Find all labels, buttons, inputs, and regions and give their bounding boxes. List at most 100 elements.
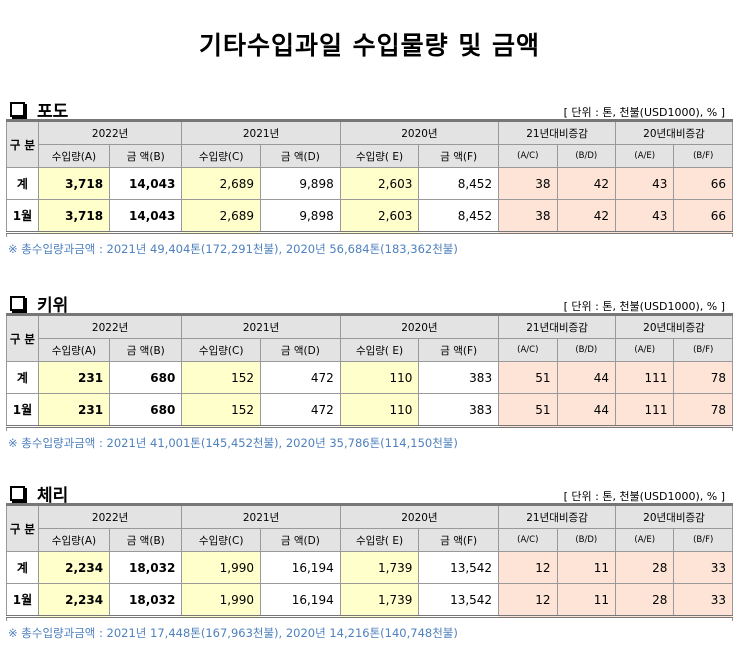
ratio-ae-cell: 111	[614, 361, 675, 394]
amount-2021-cell: 472	[260, 393, 341, 427]
col-header-cmp21: 21년대비증감	[498, 504, 616, 529]
col-header-cmp21: 21년대비증감	[498, 314, 616, 339]
page-title: 기타수입과일 수입물량 및 금액	[198, 31, 541, 60]
header-row-sub: 수입량(A) 금 액(B) 수입량(C) 금 액(D) 수입량( E) 금 액(F) (A/…	[7, 338, 733, 362]
qty-2020-cell: 2,603	[339, 199, 420, 233]
ratio-bd-cell: 44	[556, 393, 617, 427]
unit-label: [ 단위 : 톤, 천불(USD1000), % ]	[563, 106, 725, 119]
fruit-section: 체리 [ 단위 : 톤, 천불(USD1000), % ] 구 분 2022년 2021…	[6, 481, 733, 641]
col-header-qty-c: 수입량(C)	[181, 144, 261, 168]
col-header-cmp20: 20년대비증감	[615, 504, 733, 529]
section-title: 체리	[37, 486, 69, 506]
section-header: 키위 [ 단위 : 톤, 천불(USD1000), % ]	[6, 291, 733, 316]
qty-2021-cell: 1,990	[181, 583, 261, 617]
col-header-2022: 2022년	[37, 120, 183, 145]
ratio-bd-cell: 11	[556, 551, 617, 584]
table-row: 계 231 680 152 472 110 383 51 44 111 78	[6, 361, 733, 394]
col-header-2020: 2020년	[339, 504, 500, 529]
amount-2021-cell: 9,898	[260, 167, 341, 200]
col-header-amt-f: 금 액(F)	[418, 528, 500, 552]
ratio-ac-cell: 51	[498, 361, 558, 394]
ratio-bf-cell: 78	[673, 361, 733, 394]
col-header-2020: 2020년	[339, 314, 500, 339]
unit-label: [ 단위 : 톤, 천불(USD1000), % ]	[563, 300, 725, 313]
col-header-amt-d: 금 액(D)	[260, 144, 341, 168]
col-header-qty-a: 수입량(A)	[37, 144, 111, 168]
ratio-bd-cell: 44	[556, 361, 617, 394]
col-header-gubun: 구 분	[6, 314, 39, 362]
col-header-bf: (B/F)	[673, 528, 733, 552]
qty-2020-cell: 1,739	[339, 583, 420, 617]
qty-2022-cell: 2,234	[37, 583, 111, 617]
col-header-2021: 2021년	[181, 504, 341, 529]
col-header-amt-d: 금 액(D)	[260, 338, 341, 362]
col-header-ae: (A/E)	[614, 338, 675, 362]
table-bottom-border	[6, 615, 733, 621]
header-row-sub: 수입량(A) 금 액(B) 수입량(C) 금 액(D) 수입량( E) 금 액(F) (A/…	[7, 528, 733, 552]
col-header-ae: (A/E)	[614, 144, 675, 168]
ratio-ae-cell: 28	[614, 583, 675, 617]
ratio-ac-cell: 38	[498, 167, 558, 200]
ratio-ae-cell: 28	[614, 551, 675, 584]
import-table: 구 분 2022년 2021년 2020년 21년대비증감 20년대비증감 수입량(A) 금 …	[6, 503, 733, 621]
ratio-ac-cell: 38	[498, 199, 558, 233]
ratio-bf-cell: 78	[673, 393, 733, 427]
qty-2022-cell: 2,234	[37, 551, 111, 584]
ratio-bd-cell: 42	[556, 199, 617, 233]
ratio-ac-cell: 12	[498, 551, 558, 584]
table-bottom-border	[6, 231, 733, 237]
qty-2020-cell: 1,739	[339, 551, 420, 584]
qty-2022-cell: 231	[37, 361, 111, 394]
header-row-years: 구 분 2022년 2021년 2020년 21년대비증감 20년대비증감	[6, 504, 733, 552]
col-header-2021: 2021년	[181, 120, 341, 145]
col-header-qty-c: 수입량(C)	[181, 338, 261, 362]
ratio-bf-cell: 66	[673, 167, 733, 200]
amount-2021-cell: 16,194	[260, 551, 341, 584]
col-header-bd: (B/D)	[556, 338, 617, 362]
import-table: 구 분 2022년 2021년 2020년 21년대비증감 20년대비증감 수입량(A) 금 …	[6, 313, 733, 431]
qty-2021-cell: 2,689	[181, 199, 261, 233]
qty-2021-cell: 1,990	[181, 551, 261, 584]
col-header-amt-b: 금 액(B)	[109, 144, 183, 168]
qty-2020-cell: 110	[339, 361, 420, 394]
unit-label: [ 단위 : 톤, 천불(USD1000), % ]	[563, 490, 725, 503]
col-header-qty-e: 수입량( E)	[339, 338, 420, 362]
checkbox-bullet-icon	[10, 102, 25, 117]
ratio-bd-cell: 11	[556, 583, 617, 617]
table-row: 계 2,234 18,032 1,990 16,194 1,739 13,542 12 11 28…	[6, 551, 733, 584]
qty-2021-cell: 152	[181, 393, 261, 427]
row-label: 계	[6, 551, 39, 584]
row-label: 1월	[6, 199, 39, 233]
row-label: 1월	[6, 583, 39, 617]
col-header-amt-b: 금 액(B)	[109, 338, 183, 362]
qty-2021-cell: 2,689	[181, 167, 261, 200]
header-row-sub: 수입량(A) 금 액(B) 수입량(C) 금 액(D) 수입량( E) 금 액(F) (A/…	[7, 144, 733, 168]
row-label: 계	[6, 167, 39, 200]
col-header-2022: 2022년	[37, 314, 183, 339]
col-header-gubun: 구 분	[6, 504, 39, 552]
amount-2020-cell: 383	[418, 361, 500, 394]
amount-2022-cell: 680	[109, 393, 183, 427]
amount-2020-cell: 13,542	[418, 583, 500, 617]
row-label: 1월	[6, 393, 39, 427]
ratio-bf-cell: 66	[673, 199, 733, 233]
col-header-ac: (A/C)	[498, 144, 558, 168]
amount-2022-cell: 680	[109, 361, 183, 394]
total-note: ※ 총수입량과금액 : 2021년 41,001톤(145,452천불), 20…	[8, 436, 458, 450]
qty-2022-cell: 3,718	[37, 199, 111, 233]
qty-2020-cell: 110	[339, 393, 420, 427]
ratio-ae-cell: 43	[614, 199, 675, 233]
row-label: 계	[6, 361, 39, 394]
amount-2022-cell: 14,043	[109, 199, 183, 233]
qty-2020-cell: 2,603	[339, 167, 420, 200]
col-header-ac: (A/C)	[498, 338, 558, 362]
table-row: 계 3,718 14,043 2,689 9,898 2,603 8,452 38 42 43 66	[6, 167, 733, 200]
amount-2021-cell: 472	[260, 361, 341, 394]
col-header-amt-b: 금 액(B)	[109, 528, 183, 552]
import-table: 구 분 2022년 2021년 2020년 21년대비증감 20년대비증감 수입량(A) 금 …	[6, 119, 733, 237]
amount-2020-cell: 13,542	[418, 551, 500, 584]
checkbox-bullet-icon	[10, 486, 25, 501]
amount-2021-cell: 16,194	[260, 583, 341, 617]
section-header: 체리 [ 단위 : 톤, 천불(USD1000), % ]	[6, 481, 733, 506]
col-header-2021: 2021년	[181, 314, 341, 339]
